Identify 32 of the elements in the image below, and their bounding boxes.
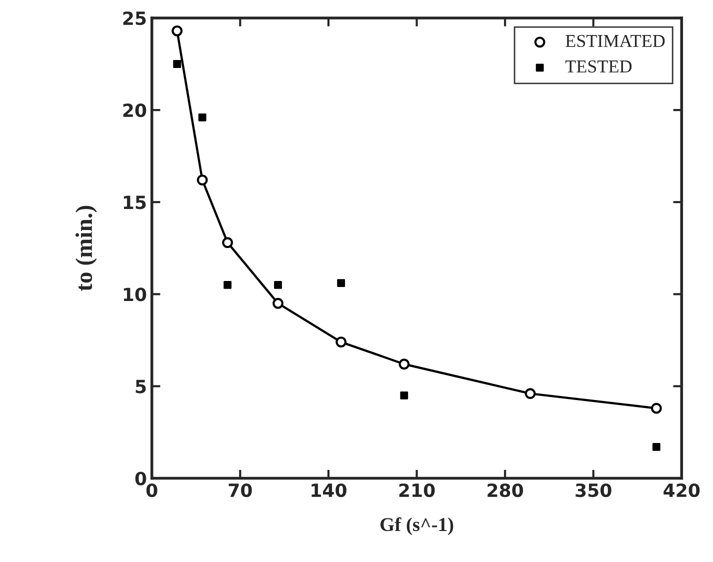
y-tick-label: 20 [123, 104, 146, 118]
point [272, 298, 284, 309]
legend-label: TESTED [565, 60, 632, 73]
point [198, 113, 206, 122]
point [222, 237, 233, 248]
legend-label: ESTIMATED [566, 34, 665, 48]
point [224, 280, 232, 289]
point [337, 279, 346, 288]
point [336, 336, 347, 348]
point [400, 391, 408, 400]
point [274, 280, 282, 289]
point [652, 443, 660, 451]
x-tick-label: 210 [399, 483, 435, 498]
y-axis-title: to (min.) [75, 206, 97, 292]
x-tick-label: 350 [576, 483, 612, 498]
point [196, 174, 208, 186]
x-tick-label: 420 [664, 483, 700, 498]
point [524, 388, 536, 400]
x-tick-label: 280 [488, 483, 524, 498]
x-tick-label: 0 [146, 483, 158, 498]
point [650, 402, 662, 414]
point [173, 60, 182, 68]
point [172, 25, 183, 36]
y-tick-label: 10 [124, 288, 146, 302]
x-tick-label: 70 [228, 483, 252, 498]
x-tick-label: 140 [312, 483, 346, 498]
x-axis-title: Gf (s^-1) [380, 517, 454, 536]
y-tick-label: 15 [124, 196, 146, 210]
y-tick-label: 0 [135, 472, 146, 486]
point [398, 358, 410, 370]
y-tick-label: 5 [136, 380, 146, 394]
y-tick-label: 25 [123, 11, 146, 26]
